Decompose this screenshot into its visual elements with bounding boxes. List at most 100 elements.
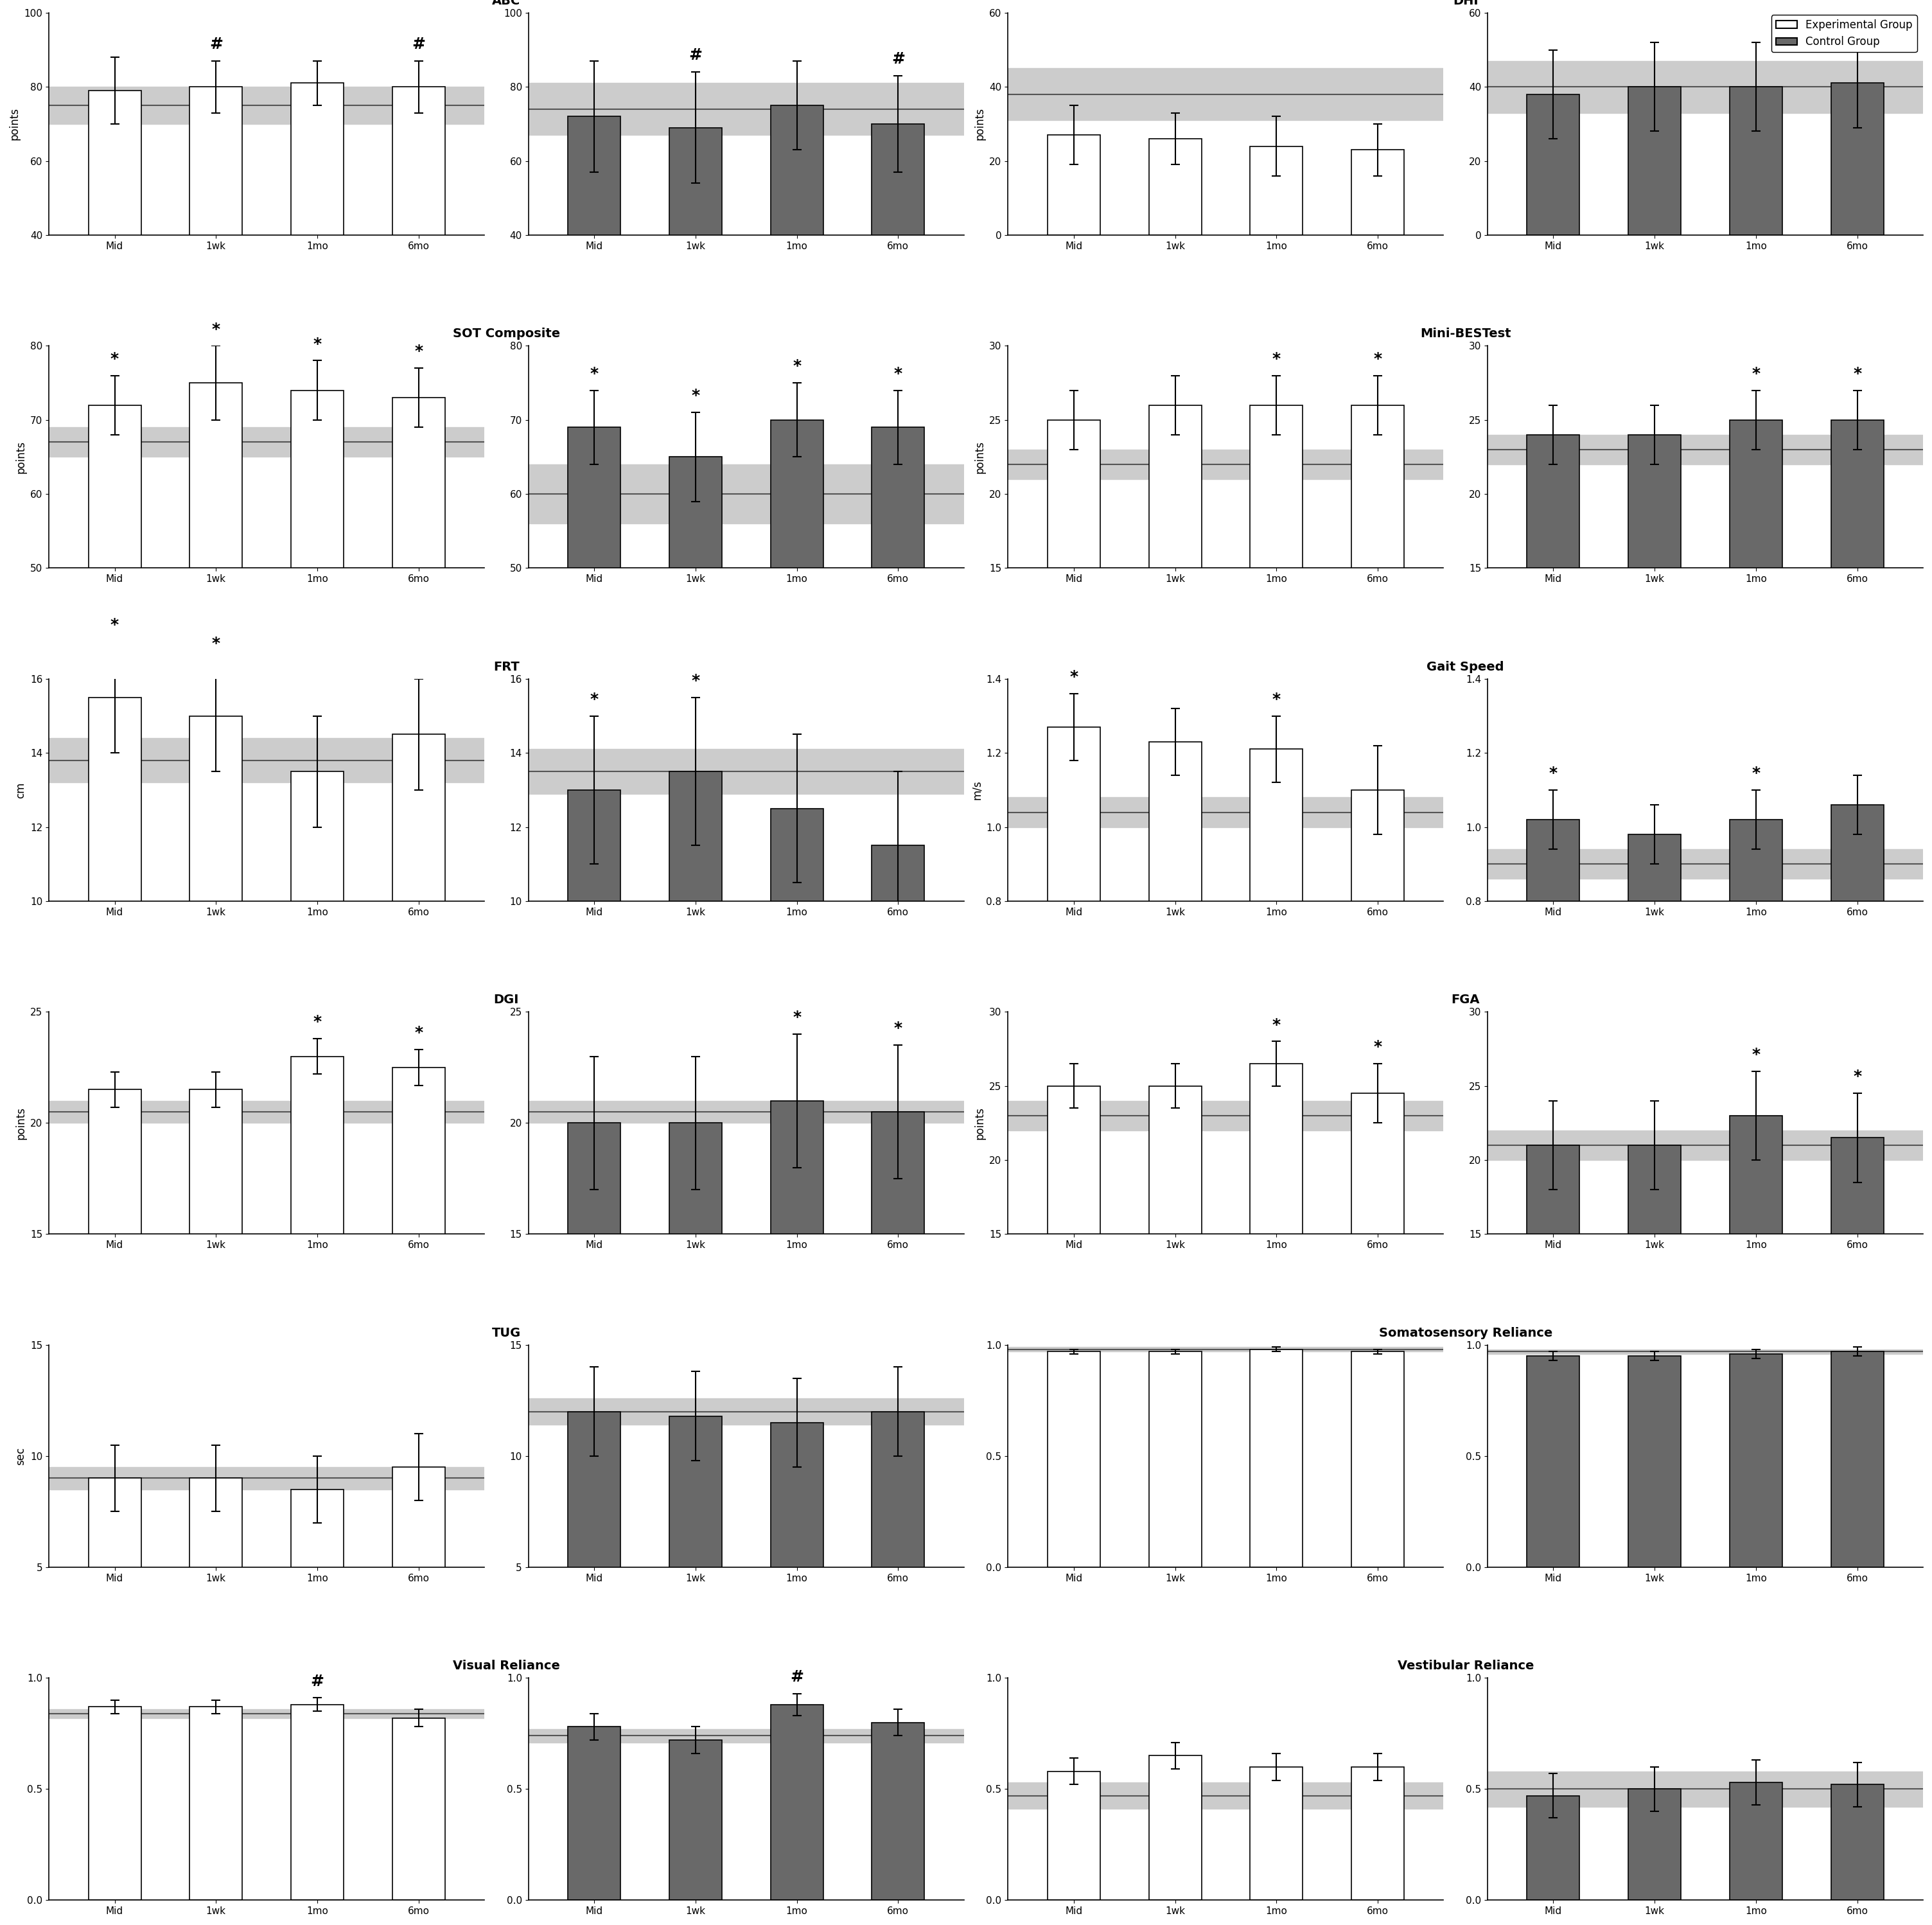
Bar: [1009, 1101, 1443, 1130]
Bar: [771, 106, 823, 383]
Text: *: *: [589, 691, 599, 706]
Bar: [1150, 1756, 1202, 1900]
Text: *: *: [213, 321, 220, 337]
Bar: [568, 117, 620, 383]
Bar: [1832, 420, 1884, 791]
Text: *: *: [110, 618, 120, 633]
Text: #: #: [412, 37, 425, 52]
Bar: [1150, 741, 1202, 1197]
Bar: [1526, 820, 1580, 1197]
Bar: [1150, 139, 1202, 235]
Bar: [1150, 1086, 1202, 1457]
Text: DGI: DGI: [495, 993, 520, 1007]
Bar: [1150, 1351, 1202, 1567]
Text: *: *: [895, 1020, 902, 1036]
Y-axis label: cm: cm: [15, 782, 27, 799]
Y-axis label: points: points: [974, 108, 985, 141]
Bar: [1526, 435, 1580, 791]
Bar: [871, 123, 923, 383]
Bar: [189, 87, 242, 383]
Bar: [1526, 1355, 1580, 1567]
Text: *: *: [313, 1014, 321, 1030]
Y-axis label: points: points: [974, 1107, 985, 1140]
Bar: [668, 1417, 723, 1679]
Text: *: *: [1374, 1040, 1381, 1055]
Bar: [668, 1122, 723, 1567]
Text: #: #: [311, 1673, 325, 1688]
Bar: [1047, 728, 1099, 1197]
Text: #: #: [690, 48, 701, 64]
Bar: [1009, 69, 1443, 119]
Bar: [189, 1478, 242, 1679]
Bar: [1488, 849, 1922, 880]
Bar: [527, 1101, 964, 1122]
Y-axis label: m/s: m/s: [972, 780, 983, 799]
Bar: [527, 464, 964, 524]
Bar: [292, 391, 344, 939]
Text: *: *: [1752, 1047, 1760, 1063]
Bar: [1350, 404, 1405, 791]
Bar: [292, 83, 344, 383]
Bar: [527, 1398, 964, 1424]
Text: ABC: ABC: [493, 0, 520, 8]
Text: *: *: [1374, 350, 1381, 366]
Bar: [1250, 749, 1302, 1197]
Text: SOT Composite: SOT Composite: [452, 327, 560, 341]
Bar: [189, 1707, 242, 1900]
Bar: [568, 789, 620, 1272]
Text: *: *: [792, 358, 802, 373]
Text: #: #: [209, 37, 222, 52]
Bar: [48, 427, 485, 456]
Y-axis label: points: points: [974, 441, 985, 474]
Bar: [871, 1723, 923, 1900]
Bar: [1629, 87, 1681, 235]
Bar: [1350, 150, 1405, 235]
Bar: [89, 1478, 141, 1679]
Text: #: #: [790, 1669, 804, 1684]
Bar: [1250, 146, 1302, 235]
Bar: [668, 772, 723, 1272]
Text: *: *: [1752, 766, 1760, 782]
Text: *: *: [1070, 670, 1078, 685]
Bar: [1047, 420, 1099, 791]
Bar: [1488, 1130, 1922, 1161]
Text: *: *: [1853, 1068, 1861, 1084]
Bar: [871, 1411, 923, 1679]
Bar: [1832, 1138, 1884, 1457]
Bar: [527, 83, 964, 135]
Bar: [392, 1068, 444, 1567]
Text: *: *: [692, 674, 699, 689]
Bar: [771, 420, 823, 939]
Bar: [1350, 789, 1405, 1197]
Bar: [1250, 1065, 1302, 1457]
Bar: [1729, 1116, 1783, 1457]
Bar: [48, 737, 485, 783]
Text: Mini-BESTest: Mini-BESTest: [1420, 327, 1511, 341]
Bar: [1047, 135, 1099, 235]
Bar: [292, 772, 344, 1272]
Bar: [89, 1090, 141, 1567]
Bar: [1629, 1145, 1681, 1457]
Text: DHI: DHI: [1453, 0, 1478, 8]
Bar: [1629, 1355, 1681, 1567]
Bar: [1250, 404, 1302, 791]
Text: Gait Speed: Gait Speed: [1428, 660, 1505, 674]
Bar: [527, 749, 964, 793]
Bar: [1629, 1788, 1681, 1900]
Text: *: *: [413, 1026, 423, 1041]
Text: *: *: [589, 366, 599, 381]
Text: *: *: [313, 337, 321, 352]
Bar: [1629, 834, 1681, 1197]
Text: *: *: [1271, 350, 1281, 366]
Bar: [1150, 404, 1202, 791]
Text: *: *: [692, 389, 699, 404]
Text: FGA: FGA: [1451, 993, 1480, 1007]
Bar: [568, 1122, 620, 1567]
Bar: [527, 1729, 964, 1742]
Bar: [392, 1467, 444, 1679]
Bar: [1047, 1351, 1099, 1567]
Bar: [392, 735, 444, 1272]
Bar: [189, 383, 242, 939]
Bar: [1832, 83, 1884, 235]
Text: *: *: [1853, 366, 1861, 381]
